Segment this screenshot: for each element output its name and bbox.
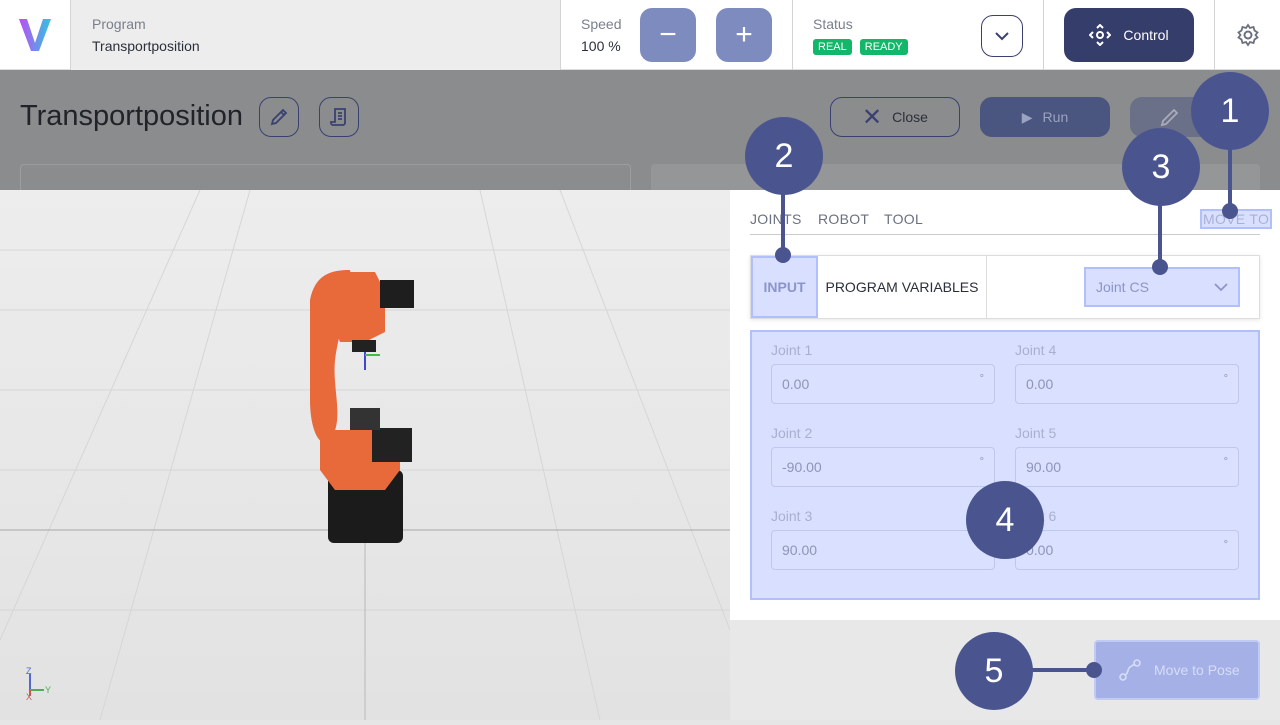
play-icon: ▶ <box>1021 108 1033 125</box>
joint-6-input[interactable]: 0.00 ° <box>1015 530 1239 570</box>
script-icon <box>330 108 346 126</box>
top-bar: Program Transportposition Speed 100 % − … <box>0 0 1280 70</box>
chevron-down-icon <box>995 32 1009 41</box>
annotation-4: 4 <box>966 481 1044 559</box>
speed-decrease-button[interactable]: − <box>640 8 696 62</box>
joint-2-value: -90.00 <box>782 459 822 475</box>
robot-scene <box>0 189 731 721</box>
input-source-bar: INPUT PROGRAM VARIABLES Joint CS <box>750 255 1260 319</box>
program-editor-background: Transportposition ✕ Close ▶ Run <box>0 70 1280 194</box>
gear-icon[interactable] <box>1236 23 1260 47</box>
annotation-5: 5 <box>955 632 1033 710</box>
run-label: Run <box>1042 109 1069 125</box>
status-badge-real: REAL <box>813 39 852 55</box>
joint-1-value: 0.00 <box>782 376 810 392</box>
input-tab[interactable]: INPUT <box>751 256 818 318</box>
control-button[interactable]: Control <box>1064 8 1194 62</box>
path-icon <box>1119 659 1141 681</box>
speed-increase-button[interactable]: + <box>716 8 772 62</box>
script-button[interactable] <box>319 97 359 137</box>
close-label: Close <box>892 109 928 125</box>
rename-button[interactable] <box>259 97 299 137</box>
tab-tool[interactable]: TOOL <box>884 211 924 227</box>
joint-4-label: Joint 4 <box>1015 342 1057 358</box>
run-button[interactable]: ▶ Run <box>980 97 1110 137</box>
program-label: Program <box>92 16 146 32</box>
joint-1-label: Joint 1 <box>771 342 813 358</box>
axis-z-label: Z <box>26 666 32 676</box>
joint-panel: JOINTS ROBOT TOOL MOVE TO INPUT PROGRAM … <box>730 190 1280 620</box>
annotation-1: 1 <box>1191 72 1269 150</box>
degree-unit: ° <box>1223 456 1228 468</box>
joint-3-value: 90.00 <box>782 542 818 558</box>
3d-viewport[interactable]: Z Y X <box>0 189 731 721</box>
plus-icon: + <box>735 18 753 51</box>
status-expand-button[interactable] <box>981 15 1023 57</box>
joint-2-label: Joint 2 <box>771 425 813 441</box>
joint-2-input[interactable]: -90.00 ° <box>771 447 995 487</box>
page-title: Transportposition <box>20 100 243 132</box>
degree-unit: ° <box>979 456 984 468</box>
program-name: Transportposition <box>92 38 200 54</box>
degree-unit: ° <box>1223 539 1228 551</box>
logo <box>19 19 51 51</box>
status-badge-ready: READY <box>859 39 908 55</box>
tab-robot[interactable]: ROBOT <box>818 211 870 227</box>
axis-x-label: X <box>26 692 33 702</box>
joint-4-value: 0.00 <box>1026 376 1054 392</box>
move-arrows-icon <box>1089 24 1112 46</box>
tab-joints[interactable]: JOINTS <box>750 211 802 227</box>
joint-3-label: Joint 3 <box>771 508 813 524</box>
annotation-3: 3 <box>1122 128 1200 206</box>
axis-y-label: Y <box>45 685 52 695</box>
close-icon: ✕ <box>862 103 883 131</box>
program-section[interactable]: Program Transportposition <box>71 0 560 70</box>
status-label: Status <box>813 16 853 32</box>
close-button[interactable]: ✕ Close <box>830 97 960 137</box>
pencil-icon <box>1160 108 1179 127</box>
joint-1-input[interactable]: 0.00 ° <box>771 364 995 404</box>
pencil-icon <box>270 108 288 126</box>
move-to-pose-button[interactable]: Move to Pose <box>1094 640 1260 700</box>
joint-5-label: Joint 5 <box>1015 425 1057 441</box>
move-to-pose-label: Move to Pose <box>1154 662 1240 678</box>
minus-icon: − <box>659 18 677 51</box>
joint-inputs: Joint 1 0.00 ° Joint 2 -90.00 ° Joint 3 90… <box>750 330 1260 600</box>
axis-gizmo <box>29 674 44 696</box>
joint-5-input[interactable]: 90.00 ° <box>1015 447 1239 487</box>
robot-model <box>310 270 414 543</box>
program-variables-tab[interactable]: PROGRAM VARIABLES <box>818 256 987 318</box>
speed-value: 100 % <box>581 38 621 54</box>
joint-3-input[interactable]: 90.00° <box>771 530 995 570</box>
joint-4-input[interactable]: 0.00 ° <box>1015 364 1239 404</box>
speed-label: Speed <box>581 16 622 32</box>
control-label: Control <box>1123 27 1169 43</box>
degree-unit: ° <box>1223 373 1228 385</box>
degree-unit: ° <box>979 373 984 385</box>
joint-5-value: 90.00 <box>1026 459 1062 475</box>
chevron-down-icon <box>1214 283 1228 292</box>
coordinate-system-value: Joint CS <box>1096 279 1149 295</box>
annotation-2: 2 <box>745 117 823 195</box>
